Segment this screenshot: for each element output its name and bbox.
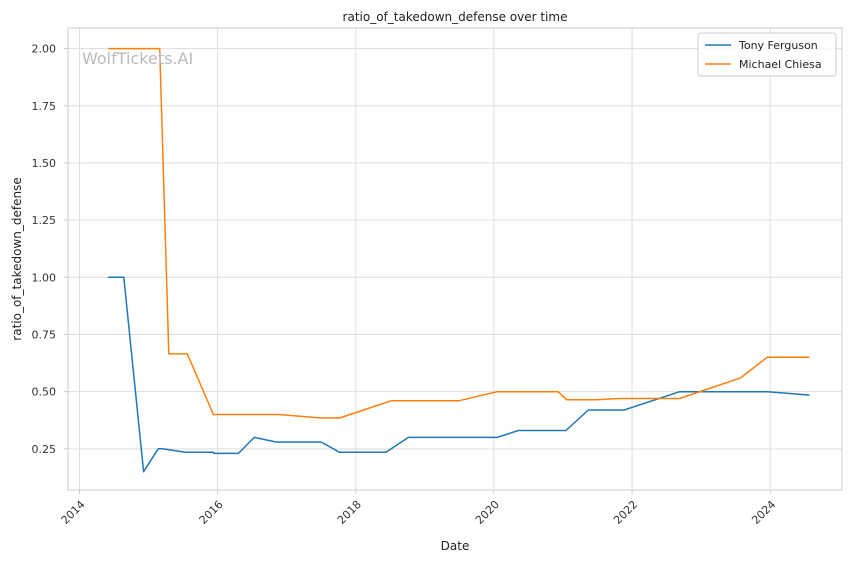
series-layer (108, 47, 810, 473)
x-tick-label: 2022 (611, 498, 640, 527)
legend-box (697, 32, 837, 77)
x-axis-title: Date (441, 539, 470, 553)
x-axis-ticks: 2014 2016 2018 2020 2022 2024 (59, 490, 778, 527)
y-axis-ticks: 0.25 0.50 0.75 1.00 1.25 1.50 1.75 2.00 (32, 43, 68, 456)
y-tick-label: 0.75 (32, 328, 57, 341)
x-tick-label: 2024 (749, 498, 778, 527)
x-tick-label: 2020 (473, 498, 502, 527)
legend-label-tony-ferguson: Tony Ferguson (738, 39, 818, 52)
chart-title: ratio_of_takedown_defense over time (343, 10, 568, 24)
x-tick-label: 2016 (197, 498, 226, 527)
series-line-tony-ferguson (108, 276, 810, 473)
y-tick-label: 0.25 (32, 443, 57, 456)
y-tick-label: 1.25 (32, 214, 57, 227)
watermark: WolfTickets.AI (82, 49, 193, 68)
y-axis-title: ratio_of_takedown_defense (10, 177, 24, 340)
x-tick-label: 2014 (59, 498, 88, 527)
series-line-michael-chiesa (108, 47, 810, 419)
y-tick-label: 0.50 (32, 386, 57, 399)
y-tick-label: 1.00 (32, 271, 57, 284)
legend-label-michael-chiesa: Michael Chiesa (739, 58, 822, 71)
y-tick-label: 1.75 (32, 100, 57, 113)
x-tick-label: 2018 (335, 498, 364, 527)
plot-frame (67, 27, 843, 491)
legend: Tony Ferguson Michael Chiesa (697, 32, 837, 77)
y-tick-label: 1.50 (32, 157, 57, 170)
plot-background (68, 28, 842, 490)
y-tick-label: 2.00 (32, 43, 57, 56)
